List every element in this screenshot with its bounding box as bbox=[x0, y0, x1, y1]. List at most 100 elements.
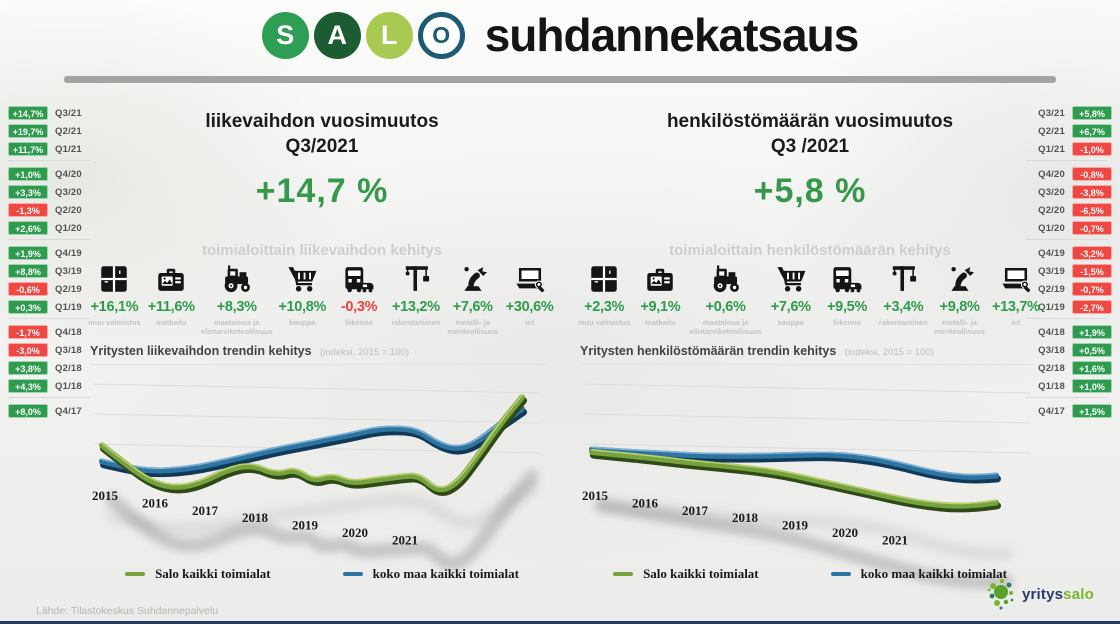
badge-row: +1,9% Q4/19 bbox=[8, 246, 94, 260]
legend-swatch bbox=[342, 572, 363, 576]
suitcase-icon bbox=[144, 262, 199, 296]
group-divider bbox=[1026, 397, 1108, 398]
sector-item: -0,3% liikenne bbox=[331, 262, 388, 336]
page-title: suhdannekatsaus bbox=[484, 9, 860, 61]
chart-note: (indeksi, 2015 = 100) bbox=[320, 347, 410, 358]
sector-label: muu valmistus bbox=[577, 318, 631, 327]
sector-label: kauppa bbox=[777, 318, 804, 327]
sector-value: +9,8% bbox=[939, 299, 980, 315]
sector-label: metalli- ja meriteollisuus bbox=[934, 318, 985, 336]
group-divider bbox=[8, 397, 90, 398]
legend-swatch bbox=[613, 572, 634, 576]
badge-row: -0,6% Q2/19 bbox=[8, 282, 94, 296]
x-axis-year-label: 2021 bbox=[392, 532, 418, 547]
sector-item: +13,7% ict bbox=[988, 262, 1044, 336]
sector-label: muu valmistus bbox=[88, 318, 141, 327]
sector-value: +9,1% bbox=[640, 299, 681, 315]
change-badge: +1,0% bbox=[1072, 379, 1112, 393]
sector-item: +2,3% muu valmistus bbox=[576, 262, 632, 336]
logo-circle-o: O bbox=[417, 11, 465, 59]
legend-swatch bbox=[125, 572, 146, 576]
sector-value: -0,3% bbox=[340, 299, 378, 315]
sector-item: +7,6% metalli- ja meriteollisuus bbox=[444, 262, 501, 336]
brand-text-salo: salo bbox=[1063, 585, 1094, 603]
cart-icon bbox=[275, 262, 330, 296]
sector-item: +16,1% muu valmistus bbox=[86, 262, 143, 336]
change-badge: +0,5% bbox=[1072, 343, 1112, 357]
floor-shadow bbox=[105, 481, 539, 536]
series-edge bbox=[100, 397, 527, 496]
change-badge: -0,6% bbox=[8, 282, 48, 296]
quarter-label: Q3/18 bbox=[1038, 344, 1065, 356]
group-divider bbox=[8, 318, 90, 319]
sector-item: +3,4% rakentaminen bbox=[875, 262, 931, 336]
legend-item: Salo kaikki toimialat bbox=[613, 566, 759, 582]
x-axis-year-label: 2018 bbox=[242, 510, 269, 525]
x-axis-year-label: 2015 bbox=[582, 488, 609, 503]
chart-legend: Salo kaikki toimialat koko maa kaikki toi… bbox=[86, 566, 558, 582]
tractor-icon bbox=[201, 262, 273, 296]
sector-value: +10,8% bbox=[278, 299, 327, 315]
badge-row: +19,7% Q2/21 bbox=[8, 124, 94, 138]
change-badge: +2,6% bbox=[8, 221, 48, 235]
change-badge: +1,9% bbox=[1072, 325, 1112, 339]
badge-row: +8,8% Q3/19 bbox=[8, 264, 94, 278]
change-badge: -1,5% bbox=[1072, 264, 1112, 278]
brand-text-yritys: yritys bbox=[1021, 585, 1064, 603]
x-axis-year-label: 2017 bbox=[192, 503, 219, 518]
logo-circle-s: S bbox=[261, 11, 309, 59]
sector-label: rakentaminen bbox=[878, 318, 928, 327]
series-highlight bbox=[591, 449, 997, 505]
badge-row: Q3/19 -1,5% bbox=[1026, 264, 1112, 278]
group-divider bbox=[8, 160, 90, 161]
legend-label: Salo kaikki toimialat bbox=[643, 566, 759, 581]
change-badge: +3,8% bbox=[8, 361, 48, 375]
sector-item: +0,6% maatalous ja elintarviketeollisuus bbox=[689, 262, 763, 336]
sector-value: +0,6% bbox=[705, 299, 746, 315]
sector-label: metalli- ja meriteollisuus bbox=[447, 318, 499, 336]
change-badge: +4,3% bbox=[8, 379, 48, 393]
change-badge: +3,3% bbox=[8, 185, 48, 199]
quarter-label: Q1/20 bbox=[1038, 222, 1065, 234]
section-title-line1: henkilöstömäärän vuosimuutos bbox=[666, 111, 954, 132]
gridline bbox=[583, 413, 1032, 424]
quarter-label: Q2/20 bbox=[1038, 204, 1065, 216]
window-icon bbox=[577, 262, 631, 296]
legend-label: koko maa kaikki toimialat bbox=[860, 566, 1007, 581]
badge-row: Q1/18 +1,0% bbox=[1026, 379, 1112, 393]
series-line bbox=[99, 394, 525, 493]
yrityssalo-mark-icon bbox=[987, 579, 1014, 610]
section-title-line1: liikevaihdon vuosimuutos bbox=[205, 111, 439, 132]
legend-item: koko maa kaikki toimialat bbox=[342, 566, 519, 582]
badge-row: Q4/20 -0,8% bbox=[1026, 167, 1112, 181]
sector-item: +30,6% ict bbox=[501, 262, 558, 336]
bus-icon bbox=[820, 262, 874, 296]
sector-value: +13,7% bbox=[991, 299, 1040, 315]
sector-label: liikenne bbox=[345, 318, 374, 327]
badge-row: Q3/18 +0,5% bbox=[1026, 343, 1112, 357]
yrityssalo-logo: yrityssalo bbox=[985, 576, 1094, 612]
headline-value: +14,7 % bbox=[255, 172, 389, 210]
quarterly-change-list-left: +14,7% Q3/21 +19,7% Q2/21 +11,7% Q1/21 +1,0% Q4… bbox=[8, 106, 94, 422]
sector-label: maatalous ja elintarviketeollisuus bbox=[200, 318, 273, 336]
sector-label: matkailu bbox=[645, 318, 676, 327]
badge-row: +8,0% Q4/17 bbox=[8, 404, 94, 418]
sector-item: +11,6% matkailu bbox=[143, 262, 200, 336]
quarter-label: Q4/20 bbox=[55, 168, 82, 180]
sector-item: +9,8% metalli- ja meriteollisuus bbox=[931, 262, 987, 336]
gridline bbox=[93, 413, 542, 424]
cart-icon bbox=[764, 262, 818, 296]
chart-note: (indeksi, 2015 = 100) bbox=[844, 347, 934, 358]
change-badge: +8,0% bbox=[8, 404, 48, 418]
x-axis-year-label: 2020 bbox=[832, 525, 858, 540]
bus-icon bbox=[332, 262, 387, 296]
sector-item: +9,5% liikenne bbox=[819, 262, 875, 336]
legend-swatch bbox=[830, 572, 851, 576]
logo-circle-a: A bbox=[313, 11, 361, 59]
chart-title: Yritysten henkilöstömäärän trendin kehit… bbox=[580, 344, 837, 358]
change-badge: -1,3% bbox=[8, 203, 48, 217]
badge-row: +14,7% Q3/21 bbox=[8, 106, 94, 120]
badge-row: -3,0% Q3/18 bbox=[8, 343, 94, 357]
laptop-icon bbox=[502, 262, 557, 296]
sector-row: +16,1% muu valmistus +11,6% matkailu +8,3% ma… bbox=[86, 262, 558, 336]
